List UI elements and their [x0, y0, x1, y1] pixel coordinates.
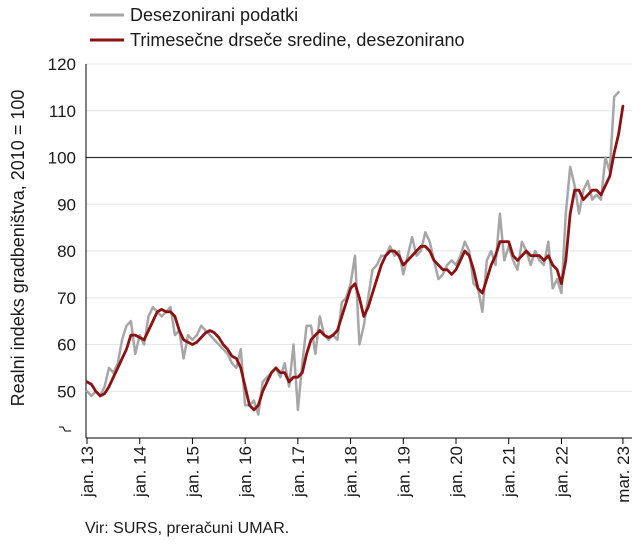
x-tick-label: mar. 23 — [614, 446, 633, 503]
y-tick-label: 110 — [49, 102, 76, 121]
y-tick-label: 70 — [57, 289, 76, 308]
legend-label-moving-average: Trimesečne drseče sredine, desezonirano — [130, 30, 465, 50]
y-tick-label: 60 — [57, 336, 76, 355]
series-layer — [85, 90, 625, 416]
source-note: Vir: SURS, preračuni UMAR. — [85, 520, 290, 537]
y-axis-label: Realni indeks gradbeništva, 2010 = 100 — [8, 90, 28, 407]
axis-break-mark — [59, 426, 71, 432]
y-tick-label: 90 — [57, 195, 76, 214]
x-ticks: jan. 13 jan. 14 jan. 15 jan. 16 jan. 17 jan. … — [78, 438, 633, 503]
y-tick-label: 100 — [48, 149, 76, 168]
x-tick-label: jan. 20 — [447, 446, 466, 498]
x-tick-label: jan. 14 — [131, 446, 150, 498]
legend-label-seasonally-adjusted: Desezonirani podatki — [130, 5, 298, 25]
x-tick-label: jan. 13 — [78, 446, 97, 498]
x-tick-label: jan. 19 — [394, 446, 413, 498]
series-line-moving-average — [85, 104, 625, 412]
x-tick-label: jan. 21 — [500, 446, 519, 498]
y-tick-label: 120 — [48, 55, 76, 74]
x-tick-label: jan. 22 — [552, 446, 571, 498]
x-tick-label: jan. 16 — [236, 446, 255, 498]
legend: Desezonirani podatki Trimesečne drseče s… — [90, 5, 465, 50]
series-line-seasonally-adjusted — [85, 90, 620, 416]
x-tick-label: jan. 15 — [183, 446, 202, 498]
x-tick-label: jan. 17 — [289, 446, 308, 498]
x-tick-label: jan. 18 — [342, 446, 361, 498]
y-tick-label: 80 — [57, 242, 76, 261]
y-tick-label: 50 — [57, 382, 76, 401]
y-tick-labels: 50 60 70 80 90 100 110 120 — [48, 55, 76, 401]
